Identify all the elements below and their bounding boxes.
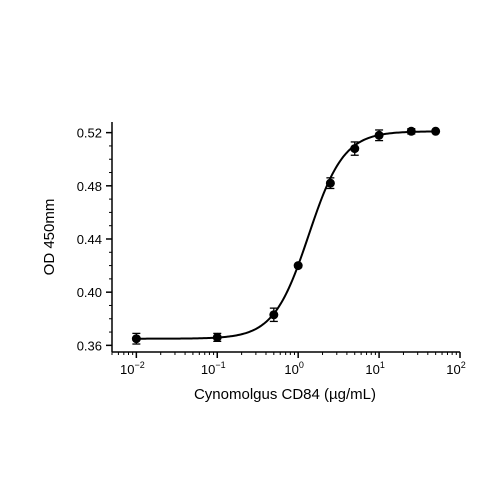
fit-curve	[136, 130, 436, 340]
axes	[111, 122, 460, 353]
y-axis-title: OD 450mm	[41, 199, 58, 276]
data-point	[350, 144, 360, 154]
y-tick-label: 0.48	[77, 179, 102, 194]
data-point	[212, 332, 222, 342]
x-tick-label: 100	[284, 360, 303, 377]
y-tick-label: 0.40	[77, 285, 102, 300]
data-point	[325, 178, 335, 188]
tick-marks	[106, 131, 461, 358]
data-point	[269, 310, 279, 320]
x-tick-label: 102	[446, 360, 465, 377]
x-tick-label: 10−2	[120, 360, 145, 377]
y-tick-label: 0.52	[77, 126, 102, 141]
data-point	[131, 334, 141, 344]
x-axis-title: Cynomolgus CD84 (µg/mL)	[194, 386, 376, 403]
y-tick-label: 0.36	[77, 338, 102, 353]
x-tick-label: 101	[365, 360, 384, 377]
data-point	[374, 130, 384, 140]
data-points	[131, 126, 441, 345]
data-point	[293, 261, 303, 271]
y-tick-label: 0.44	[77, 232, 102, 247]
x-tick-label: 10−1	[201, 360, 226, 377]
data-point	[406, 126, 416, 136]
data-point	[431, 126, 441, 136]
